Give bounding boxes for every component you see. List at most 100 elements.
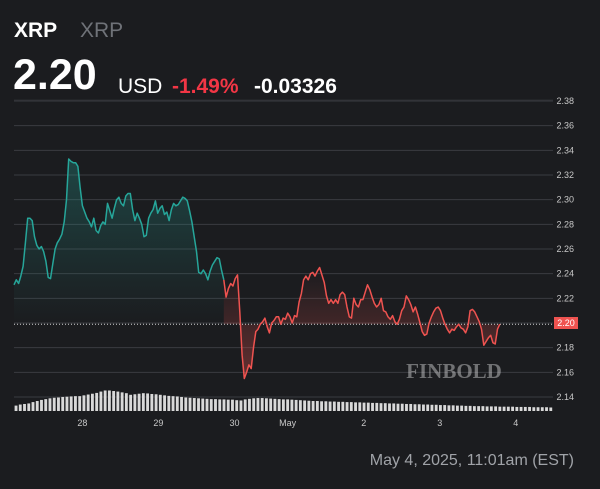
y-tick-label: 2.16 [556, 367, 574, 377]
volume-bar [107, 390, 111, 411]
volume-bar [532, 407, 536, 411]
price-lines [13, 158, 501, 380]
volume-bar [477, 406, 481, 411]
volume-bar [413, 404, 417, 411]
volume-bar [31, 402, 35, 411]
volume-bar [383, 403, 387, 411]
volume-bar [375, 402, 379, 411]
volume-bar [192, 398, 196, 411]
x-tick-label: 4 [513, 418, 518, 428]
volume-bar [218, 399, 222, 411]
volume-bar [188, 397, 192, 411]
volume-bar [366, 402, 370, 411]
volume-bar [460, 405, 464, 411]
volume-bar [239, 400, 243, 411]
volume-bar [82, 395, 86, 411]
volume-bar [443, 405, 447, 411]
volume-bar [243, 399, 247, 411]
volume-bar [14, 405, 18, 411]
volume-bar [315, 401, 319, 411]
volume-bar [549, 407, 553, 411]
volume-bar [103, 390, 107, 411]
volume-bar [328, 401, 332, 411]
x-tick-label: 29 [153, 418, 163, 428]
volume-bar [175, 396, 179, 411]
x-tick-label: 30 [229, 418, 239, 428]
y-tick-label: 2.26 [556, 244, 574, 254]
volume-bar [494, 406, 498, 411]
y-axis-ticks: 2.38 2.36 2.34 2.32 2.30 2.28 2.26 2.24 2.22 2.20… [556, 96, 574, 402]
volume-bar [332, 401, 336, 411]
volume-bar [417, 404, 421, 411]
volume-bar [214, 399, 217, 411]
volume-bar [86, 394, 90, 411]
volume-bar [65, 396, 69, 411]
series-area [223, 267, 500, 379]
volume-bar [388, 403, 391, 411]
volume-bar [396, 403, 400, 411]
volume-bar [506, 406, 510, 411]
y-tick-label: 2.36 [556, 121, 574, 131]
volume-bar [286, 399, 290, 411]
x-tick-label: 28 [77, 418, 87, 428]
volume-bar [226, 399, 230, 411]
volume-bar [405, 403, 408, 411]
volume-bar [48, 398, 52, 411]
volume-bar [362, 402, 366, 411]
volume-bar [23, 403, 26, 411]
change-percent: -1.49% [172, 75, 239, 98]
volume-bar [294, 399, 298, 411]
volume-bar [137, 393, 141, 411]
volume-bar [519, 406, 523, 411]
volume-bar [307, 400, 311, 411]
volume-bar [468, 405, 472, 411]
volume-bar [222, 399, 226, 411]
volume-bar [434, 404, 438, 411]
volume-bar [515, 406, 519, 411]
volume-bar [99, 391, 103, 411]
volume-bar [78, 396, 82, 411]
volume-bar [400, 403, 404, 411]
volume-bar [311, 401, 315, 411]
volume-bars [14, 390, 553, 411]
volume-bar [481, 406, 485, 411]
series-line [13, 158, 225, 286]
volume-bar [158, 394, 162, 411]
y-tick-label: 2.28 [556, 219, 574, 229]
volume-bar [269, 398, 273, 411]
volume-bar [27, 403, 31, 411]
volume-bar [409, 403, 413, 411]
x-tick-label: 3 [437, 418, 442, 428]
volume-bar [141, 393, 145, 411]
volume-bar [150, 393, 154, 411]
volume-bar [74, 396, 77, 411]
volume-bar [290, 399, 294, 411]
symbol-ticker: XRP [14, 19, 58, 42]
x-tick-label: May [279, 418, 297, 428]
volume-bar [260, 398, 264, 411]
volume-bar [392, 403, 396, 411]
change-absolute: -0.03326 [254, 75, 337, 98]
volume-bar [231, 399, 234, 411]
y-tick-label: 2.18 [556, 343, 574, 353]
y-tick-label: 2.30 [556, 195, 574, 205]
volume-bar [44, 399, 48, 411]
volume-bar [498, 406, 502, 411]
volume-bar [184, 397, 188, 411]
volume-bar [489, 406, 493, 411]
volume-bar [112, 391, 116, 411]
y-tick-label: 2.34 [556, 145, 574, 155]
volume-bar [303, 400, 307, 411]
volume-bar [320, 401, 324, 411]
volume-bar [511, 406, 515, 411]
volume-bar [422, 404, 425, 411]
volume-bar [171, 396, 175, 411]
volume-bar [349, 402, 353, 411]
y-tick-label: 2.22 [556, 293, 574, 303]
series-line [223, 266, 501, 380]
volume-bar [523, 406, 527, 411]
x-tick-label: 2 [361, 418, 366, 428]
y-tick-label: 2.38 [556, 96, 574, 106]
timestamp: May 4, 2025, 11:01am (EST) [369, 452, 574, 469]
